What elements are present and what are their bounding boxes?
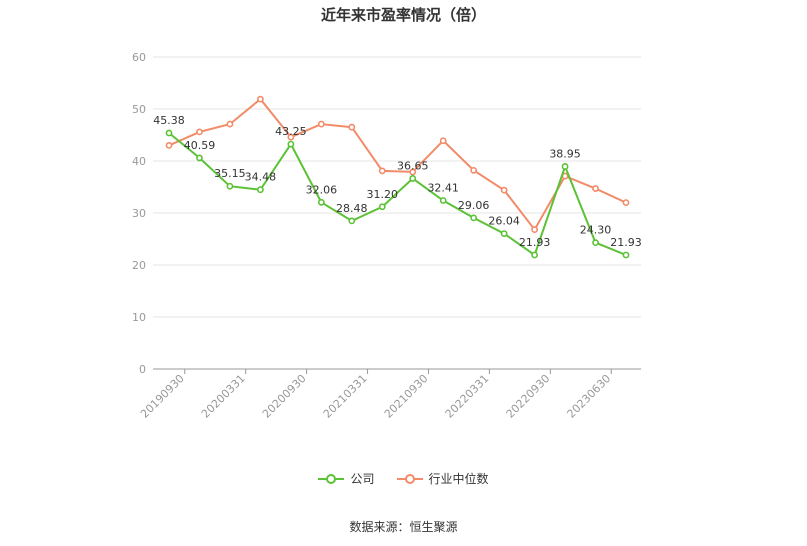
data-label: 38.95 xyxy=(549,147,581,160)
data-label: 29.06 xyxy=(458,199,490,212)
series-line xyxy=(168,132,627,257)
data-point[interactable] xyxy=(196,154,203,162)
data-label: 36.65 xyxy=(397,159,429,172)
legend-item-industry[interactable]: 行业中位数 xyxy=(396,470,489,487)
data-point[interactable] xyxy=(256,186,264,194)
y-axis-ticks: 0 10 20 30 40 50 60 xyxy=(132,51,146,376)
data-label: 35.15 xyxy=(214,167,246,180)
legend-industry-label: 行业中位数 xyxy=(428,472,489,486)
data-point[interactable] xyxy=(470,214,478,222)
data-point[interactable] xyxy=(592,239,599,247)
legend-industry-marker-icon xyxy=(396,473,423,484)
data-point[interactable] xyxy=(226,120,234,128)
data-point[interactable] xyxy=(409,168,417,176)
data-point[interactable] xyxy=(348,123,356,131)
data-point[interactable] xyxy=(165,129,173,137)
legend-company-marker-icon xyxy=(318,473,345,484)
data-point[interactable] xyxy=(500,230,508,237)
data-point[interactable] xyxy=(256,95,264,103)
x-tick-label: 20190930 xyxy=(138,372,187,421)
data-label: 21.93 xyxy=(610,236,642,249)
chart-title: 近年来市盈率情况（倍） xyxy=(320,6,486,24)
data-label: 31.20 xyxy=(367,188,399,201)
data-label: 21.93 xyxy=(519,236,551,249)
data-label: 34.48 xyxy=(245,171,277,184)
x-axis-ticks: 20190930 20200331 20200930 20210331 20210930… xyxy=(138,369,613,421)
data-point[interactable] xyxy=(622,251,630,259)
y-tick-label: 40 xyxy=(132,155,146,168)
y-tick-label: 30 xyxy=(132,207,146,220)
grid-lines xyxy=(153,56,641,318)
x-tick-label: 20200930 xyxy=(260,372,309,421)
data-point[interactable] xyxy=(592,185,599,192)
legend-company-label: 公司 xyxy=(350,472,375,486)
data-point[interactable] xyxy=(287,140,295,148)
x-tick-label: 20220930 xyxy=(504,372,553,421)
data-point[interactable] xyxy=(348,217,356,225)
x-tick-label: 20220331 xyxy=(443,372,492,421)
data-point[interactable] xyxy=(165,141,173,149)
y-tick-label: 10 xyxy=(132,311,146,324)
y-tick-label: 50 xyxy=(132,103,146,116)
data-point[interactable] xyxy=(196,128,203,136)
data-label: 40.59 xyxy=(184,139,216,152)
data-point[interactable] xyxy=(439,137,447,145)
data-point[interactable] xyxy=(531,226,538,234)
data-point[interactable] xyxy=(378,203,386,211)
y-tick-label: 60 xyxy=(132,51,146,64)
data-point[interactable] xyxy=(317,120,325,128)
data-label: 45.38 xyxy=(153,114,185,127)
x-tick-label: 20210930 xyxy=(382,372,431,421)
data-label: 28.48 xyxy=(336,202,368,215)
data-point[interactable] xyxy=(378,167,386,175)
data-point[interactable] xyxy=(470,166,478,174)
data-label: 43.25 xyxy=(275,125,307,138)
data-point[interactable] xyxy=(439,197,447,204)
series-line xyxy=(168,97,627,232)
x-tick-label: 20230630 xyxy=(565,372,614,421)
y-tick-label: 20 xyxy=(132,259,146,272)
x-tick-label: 20200331 xyxy=(199,372,248,421)
data-point[interactable] xyxy=(287,133,295,141)
data-label: 32.06 xyxy=(306,183,338,196)
legend-item-company[interactable]: 公司 xyxy=(318,470,375,487)
x-tick-label: 20210331 xyxy=(321,372,370,421)
data-source: 数据来源：恒生聚源 xyxy=(349,520,458,534)
data-label: 32.41 xyxy=(427,181,459,194)
data-point[interactable] xyxy=(317,198,325,206)
legend: 公司 行业中位数 xyxy=(0,470,807,487)
data-point[interactable] xyxy=(531,251,538,259)
data-label: 26.04 xyxy=(488,215,520,228)
data-point[interactable] xyxy=(409,175,417,182)
data-point[interactable] xyxy=(226,182,234,190)
series-industry-median xyxy=(165,95,630,234)
y-tick-label: 0 xyxy=(139,363,146,376)
data-label: 24.30 xyxy=(580,224,612,237)
data-point[interactable] xyxy=(500,186,508,194)
data-point[interactable] xyxy=(561,163,569,170)
data-point[interactable] xyxy=(622,199,630,206)
